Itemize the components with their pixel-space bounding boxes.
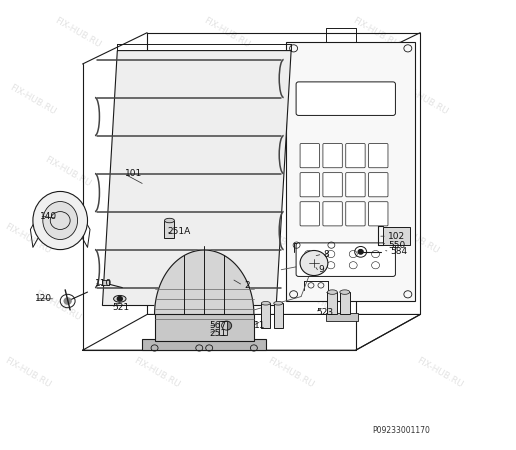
FancyBboxPatch shape <box>300 173 319 197</box>
FancyBboxPatch shape <box>296 243 395 276</box>
Text: 120: 120 <box>36 294 53 303</box>
FancyBboxPatch shape <box>346 202 365 226</box>
Text: FIX-HUB.RU: FIX-HUB.RU <box>301 289 350 322</box>
Bar <box>219 321 227 334</box>
Bar <box>165 220 174 238</box>
Text: 11: 11 <box>254 321 265 330</box>
Text: FIX-HUB.RU: FIX-HUB.RU <box>252 221 301 255</box>
Bar <box>102 280 109 285</box>
Polygon shape <box>155 250 254 315</box>
Bar <box>261 303 270 328</box>
Text: 523: 523 <box>316 308 333 317</box>
Text: 110: 110 <box>95 279 112 288</box>
Text: FIX-HUB.RU: FIX-HUB.RU <box>53 16 102 50</box>
Circle shape <box>300 251 328 275</box>
FancyBboxPatch shape <box>323 202 342 226</box>
FancyBboxPatch shape <box>346 173 365 197</box>
FancyBboxPatch shape <box>368 173 388 197</box>
Text: FIX-HUB.RU: FIX-HUB.RU <box>167 289 216 322</box>
Text: FIX-HUB.RU: FIX-HUB.RU <box>267 83 316 117</box>
Text: FIX-HUB.RU: FIX-HUB.RU <box>133 83 182 117</box>
Text: 251A: 251A <box>167 227 190 236</box>
FancyBboxPatch shape <box>286 42 415 301</box>
Text: FIX-HUB.RU: FIX-HUB.RU <box>3 221 53 255</box>
Text: 550: 550 <box>388 241 405 250</box>
Ellipse shape <box>274 302 283 305</box>
Text: 140: 140 <box>40 212 57 220</box>
Text: 9: 9 <box>318 265 324 274</box>
Text: 584: 584 <box>391 248 408 256</box>
Text: 8: 8 <box>324 250 329 259</box>
Text: FIX-HUB.RU: FIX-HUB.RU <box>391 221 440 255</box>
Text: 102: 102 <box>388 232 405 241</box>
Text: FIX-HUB.RU: FIX-HUB.RU <box>3 356 53 389</box>
Bar <box>274 303 283 328</box>
FancyBboxPatch shape <box>346 144 365 168</box>
Ellipse shape <box>340 290 350 294</box>
Ellipse shape <box>327 290 337 294</box>
Text: 101: 101 <box>125 169 142 178</box>
Bar <box>327 292 337 315</box>
Ellipse shape <box>33 191 88 250</box>
Text: FIX-HUB.RU: FIX-HUB.RU <box>43 154 92 188</box>
Bar <box>142 339 266 350</box>
Bar <box>383 227 410 245</box>
Text: FIX-HUB.RU: FIX-HUB.RU <box>33 289 83 322</box>
Bar <box>155 315 254 341</box>
Circle shape <box>358 250 363 254</box>
Text: 567: 567 <box>209 321 227 330</box>
Text: FIX-HUB.RU: FIX-HUB.RU <box>351 16 400 50</box>
Text: FIX-HUB.RU: FIX-HUB.RU <box>202 16 251 50</box>
FancyBboxPatch shape <box>296 82 395 116</box>
Ellipse shape <box>261 302 270 305</box>
Text: 251: 251 <box>209 329 227 338</box>
Text: FIX-HUB.RU: FIX-HUB.RU <box>316 154 365 188</box>
Ellipse shape <box>165 218 174 223</box>
FancyBboxPatch shape <box>368 202 388 226</box>
FancyBboxPatch shape <box>300 144 319 168</box>
Text: FIX-HUB.RU: FIX-HUB.RU <box>400 83 450 117</box>
Bar <box>326 313 358 321</box>
Text: FIX-HUB.RU: FIX-HUB.RU <box>182 154 231 188</box>
Bar <box>340 292 350 315</box>
FancyBboxPatch shape <box>300 202 319 226</box>
Ellipse shape <box>43 202 77 239</box>
Circle shape <box>221 321 232 330</box>
Text: FIX-HUB.RU: FIX-HUB.RU <box>267 356 316 389</box>
Circle shape <box>117 297 122 301</box>
FancyBboxPatch shape <box>323 173 342 197</box>
Text: FIX-HUB.RU: FIX-HUB.RU <box>8 83 57 117</box>
FancyBboxPatch shape <box>368 144 388 168</box>
Text: FIX-HUB.RU: FIX-HUB.RU <box>133 356 182 389</box>
Text: 521: 521 <box>112 303 130 312</box>
Text: FIX-HUB.RU: FIX-HUB.RU <box>118 221 167 255</box>
Ellipse shape <box>114 296 126 302</box>
Polygon shape <box>102 50 291 306</box>
Text: 2: 2 <box>244 281 250 290</box>
FancyBboxPatch shape <box>323 144 342 168</box>
Text: P09233001170: P09233001170 <box>373 426 430 435</box>
Circle shape <box>64 298 71 304</box>
Text: FIX-HUB.RU: FIX-HUB.RU <box>415 356 465 389</box>
